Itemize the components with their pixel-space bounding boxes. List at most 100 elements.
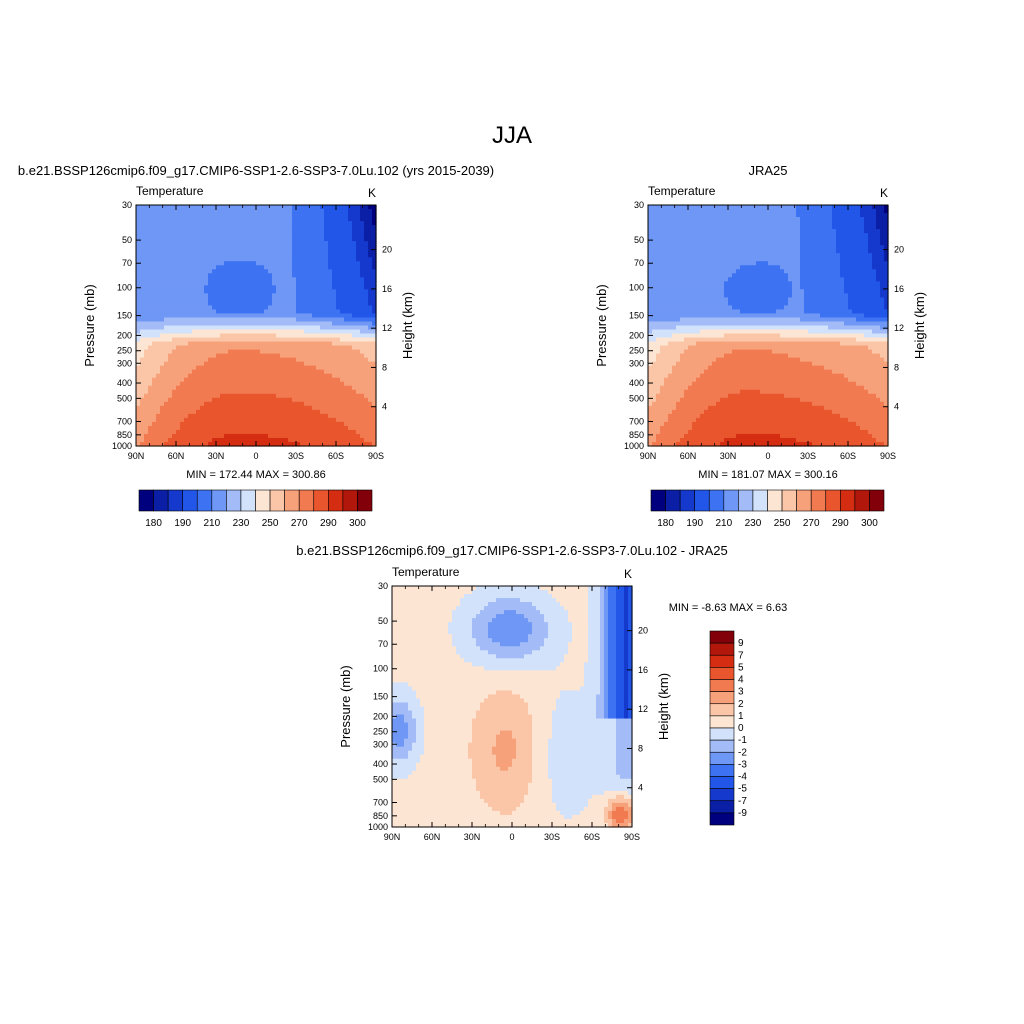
field-cell (880, 241, 885, 246)
field-cell (260, 281, 265, 286)
field-cell (672, 261, 677, 266)
field-cell (884, 273, 889, 278)
field-cell (180, 337, 185, 343)
field-cell (804, 281, 809, 286)
field-cell (144, 273, 149, 278)
field-cell (332, 333, 337, 339)
field-cell (156, 409, 161, 415)
field-cell (252, 301, 257, 307)
field-cell (236, 345, 241, 351)
field-cell (360, 213, 365, 218)
field-cell (188, 325, 193, 331)
field-cell (196, 229, 201, 234)
field-cell (708, 241, 713, 246)
field-cell (648, 209, 653, 214)
field-cell (332, 273, 337, 278)
field-cell (224, 281, 229, 286)
field-cell (212, 225, 217, 230)
field-cell (260, 221, 265, 226)
field-cell (328, 365, 333, 371)
field-cell (296, 421, 301, 427)
field-cell (272, 217, 277, 222)
field-cell (844, 213, 849, 218)
field-cell (168, 269, 173, 274)
field-cell (344, 253, 349, 258)
field-cell (312, 369, 317, 375)
field-cell (244, 345, 249, 351)
field-cell (228, 233, 233, 238)
field-cell (740, 225, 745, 230)
field-cell (228, 313, 233, 319)
field-cell (352, 421, 357, 427)
field-cell (136, 397, 141, 403)
field-cell (340, 313, 345, 319)
field-cell (688, 261, 693, 266)
field-cell (708, 229, 713, 234)
field-cell (360, 233, 365, 238)
field-cell (224, 305, 229, 311)
field-cell (320, 345, 325, 351)
field-cell (188, 241, 193, 246)
field-cell (652, 225, 657, 230)
field-cell (224, 345, 229, 351)
field-cell (224, 273, 229, 278)
field-cell (324, 241, 329, 246)
field-cell (264, 349, 269, 355)
field-cell (256, 301, 261, 307)
field-cell (260, 277, 265, 282)
field-cell (656, 225, 661, 230)
field-cell (300, 253, 305, 258)
field-cell (204, 309, 209, 315)
field-cell (372, 225, 377, 230)
field-cell (868, 261, 873, 266)
field-cell (700, 209, 705, 214)
field-cell (332, 281, 337, 286)
field-cell (220, 213, 225, 218)
field-cell (156, 413, 161, 419)
field-cell (268, 237, 273, 242)
field-cell (224, 369, 229, 375)
field-cell (304, 369, 309, 375)
field-cell (296, 257, 301, 262)
field-cell (308, 409, 313, 415)
field-cell (292, 221, 297, 226)
field-cell (196, 305, 201, 311)
field-cell (316, 385, 321, 391)
field-cell (244, 433, 249, 439)
field-cell (208, 261, 213, 266)
field-cell (800, 265, 805, 270)
field-cell (300, 249, 305, 254)
field-cell (680, 237, 685, 242)
field-cell (192, 253, 197, 258)
colorbar-swatch (342, 489, 358, 512)
colorbar-swatch (167, 489, 183, 512)
field-cell (880, 225, 885, 230)
field-cell (304, 381, 309, 387)
field-cell (344, 297, 349, 302)
field-cell (152, 377, 157, 383)
field-cell (720, 221, 725, 226)
field-cell (152, 309, 157, 315)
field-cell (244, 313, 249, 319)
field-cell (368, 325, 373, 331)
field-cell (272, 373, 277, 379)
field-cell (184, 205, 189, 210)
field-cell (160, 253, 165, 258)
field-cell (300, 373, 305, 379)
field-cell (256, 325, 261, 331)
field-cell (720, 213, 725, 218)
field-cell (188, 289, 193, 294)
field-cell (176, 229, 181, 234)
field-cell (300, 241, 305, 246)
field-cell (836, 241, 841, 246)
field-cell (300, 305, 305, 311)
field-cell (860, 213, 865, 218)
field-cell (756, 285, 761, 290)
field-cell (200, 269, 205, 274)
field-cell (232, 377, 237, 383)
field-cell (192, 273, 197, 278)
field-cell (208, 337, 213, 343)
field-cell (716, 249, 721, 254)
field-cell (856, 209, 861, 214)
field-cell (260, 321, 265, 327)
